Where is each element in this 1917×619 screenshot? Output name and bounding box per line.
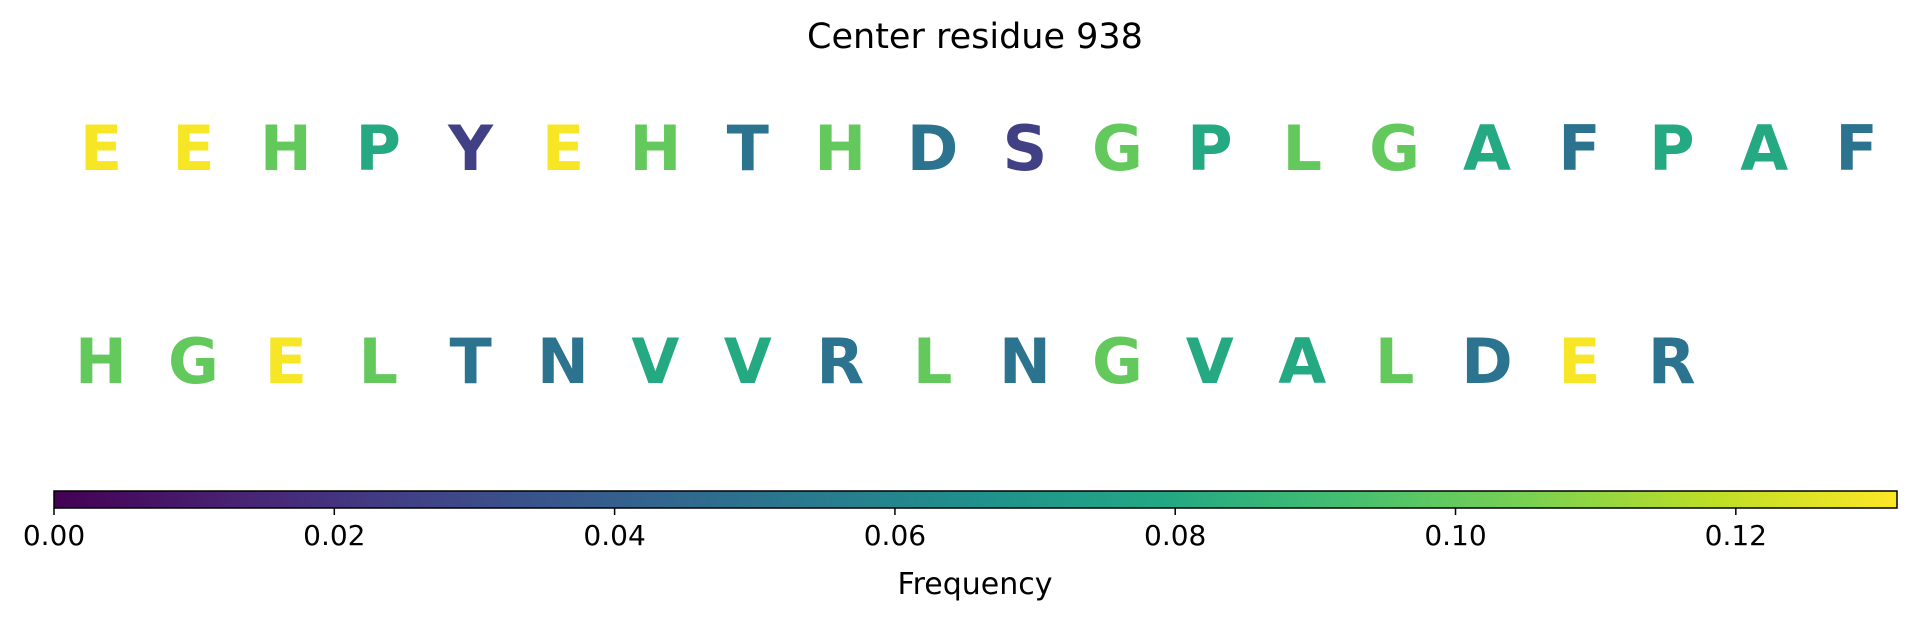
- chart-title: Center residue 938: [807, 17, 1143, 57]
- residue-letter: P: [1649, 112, 1694, 185]
- residue-letter: L: [1282, 112, 1322, 185]
- colorbar-tick-label: 0.02: [303, 519, 365, 552]
- residue-letter: L: [913, 325, 953, 398]
- residue-letter: E: [1558, 325, 1600, 398]
- residue-letter: R: [816, 325, 864, 398]
- residue-letter: V: [724, 325, 772, 398]
- colorbar-tick-label: 0.10: [1424, 519, 1486, 552]
- residue-letter: D: [1461, 325, 1512, 398]
- residue-letter: E: [542, 112, 584, 185]
- residue-letter: A: [1278, 325, 1326, 398]
- residue-letter: P: [1187, 112, 1232, 185]
- residue-letter: V: [1186, 325, 1234, 398]
- residue-letter: D: [907, 112, 958, 185]
- residue-letter: T: [449, 325, 491, 398]
- colorbar-tick-label: 0.00: [23, 519, 85, 552]
- residue-letter: G: [1369, 112, 1420, 185]
- residue-letter: L: [358, 325, 398, 398]
- colorbar-label: Frequency: [898, 567, 1053, 602]
- residue-letter: F: [1835, 112, 1877, 185]
- residue-rows: E E H P Y E H T H D S G P L G A F P A FH G E L T N V V R L N G V A L D E R: [75, 112, 1878, 398]
- colorbar: 0.00 0.02 0.04 0.06 0.08 0.10 0.12 Frequency: [23, 490, 1898, 602]
- residue-letter: Y: [447, 112, 494, 185]
- colorbar-tick-label: 0.08: [1144, 519, 1206, 552]
- residue-letter: A: [1463, 112, 1511, 185]
- residue-letter: E: [80, 112, 122, 185]
- residue-letter: H: [814, 112, 866, 185]
- residue-letter: H: [629, 112, 681, 185]
- colorbar-gradient: [53, 490, 1898, 509]
- residue-letter: R: [1648, 325, 1696, 398]
- colorbar-tick-label: 0.12: [1705, 519, 1767, 552]
- residue-letter: N: [537, 325, 589, 398]
- colorbar-ticks: 0.00 0.02 0.04 0.06 0.08 0.10 0.12: [23, 508, 1767, 552]
- residue-letter: S: [1003, 112, 1048, 185]
- colorbar-tick-label: 0.06: [864, 519, 926, 552]
- residue-letter: G: [1092, 325, 1143, 398]
- residue-letter: G: [168, 325, 219, 398]
- residue-letter: H: [260, 112, 312, 185]
- residue-letter: L: [1375, 325, 1415, 398]
- residue-letter: E: [172, 112, 214, 185]
- residue-letter: G: [1092, 112, 1143, 185]
- residue-letter: A: [1740, 112, 1788, 185]
- colorbar-tick-label: 0.04: [583, 519, 645, 552]
- residue-letter: E: [265, 325, 307, 398]
- residue-letter: V: [631, 325, 679, 398]
- residue-letter: T: [727, 112, 769, 185]
- residue-letter: N: [999, 325, 1051, 398]
- residue-letter: H: [75, 325, 127, 398]
- residue-letter: P: [355, 112, 400, 185]
- residue-letter: F: [1558, 112, 1600, 185]
